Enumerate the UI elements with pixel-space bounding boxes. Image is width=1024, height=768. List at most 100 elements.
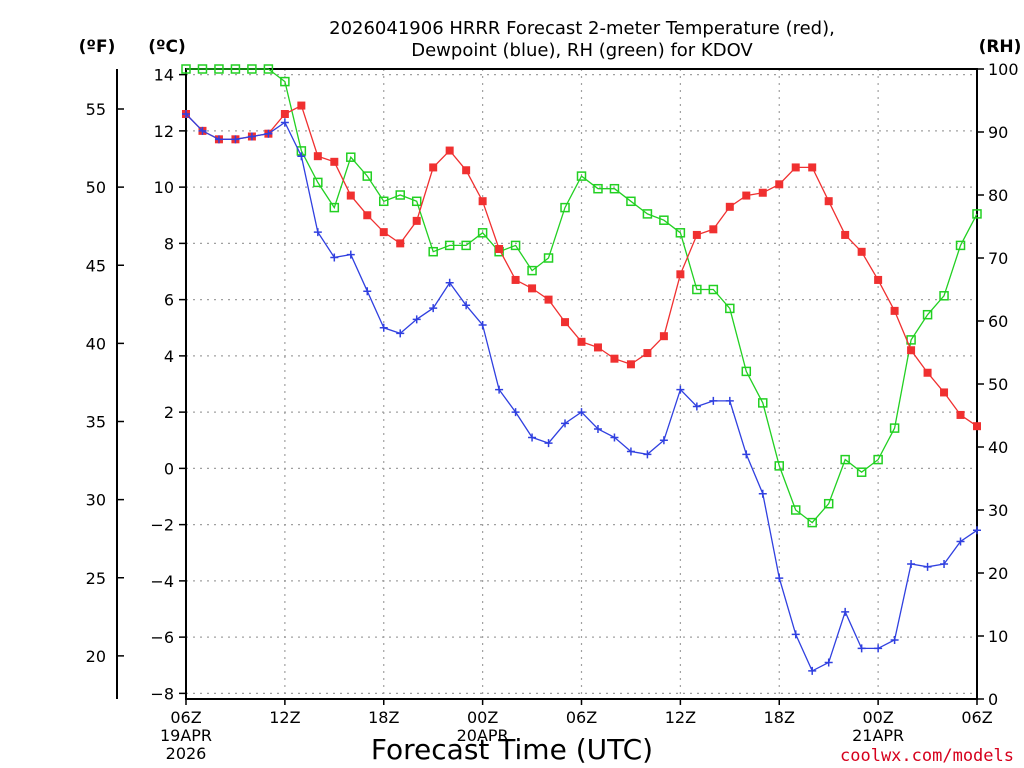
- rh-point: [659, 215, 669, 225]
- dewpoint-point: [824, 658, 833, 667]
- rh-point: [675, 228, 686, 238]
- rh-point: [593, 183, 603, 194]
- x-tick-label: 21APR: [852, 726, 904, 745]
- x-tick-label: 12Z: [269, 708, 300, 727]
- rh-tick-label: 80: [988, 186, 1008, 205]
- temperature-point: [742, 191, 751, 200]
- chart-title-line-1: 2026041906 HRRR Forecast 2-meter Tempera…: [329, 18, 835, 39]
- temperature-point: [511, 275, 520, 284]
- celsius-tick-label: 12: [154, 122, 174, 141]
- rh-point: [790, 505, 801, 515]
- rh-point: [725, 303, 735, 314]
- dewpoint-point: [182, 110, 190, 118]
- rh-series: [181, 64, 982, 528]
- temperature-point: [725, 202, 734, 211]
- rh-point: [461, 240, 471, 251]
- celsius-tick-label: 14: [154, 66, 174, 85]
- rh-point: [642, 209, 653, 219]
- rh-point: [955, 240, 966, 251]
- temperature-point: [412, 216, 421, 225]
- dewpoint-point: [857, 644, 866, 653]
- rh-line: [186, 68, 978, 524]
- rh-unit-label: (RH): [979, 37, 1022, 57]
- temperature-point: [626, 360, 635, 369]
- dewpoint-point: [593, 425, 602, 433]
- temperature-point: [643, 349, 652, 358]
- dewpoint-point: [379, 323, 388, 332]
- rh-point: [444, 240, 455, 251]
- fahrenheit-tick-label: 50: [86, 178, 106, 197]
- x-tick-label: 12Z: [665, 708, 696, 727]
- temperature-point: [610, 354, 619, 363]
- temperature-point: [659, 332, 668, 341]
- rh-tick-label: 90: [988, 123, 1008, 142]
- rh-tick-label: 100: [988, 60, 1019, 79]
- rh-point: [922, 309, 933, 320]
- grid-lines: [186, 69, 977, 699]
- rh-tick-label: 30: [988, 501, 1008, 520]
- temperature-point: [478, 197, 487, 206]
- temperature-point: [890, 306, 899, 315]
- celsius-tick-label: 2: [164, 403, 174, 422]
- dewpoint-point: [692, 402, 701, 411]
- celsius-tick-label: −2: [150, 516, 174, 535]
- rh-point: [214, 64, 224, 74]
- rh-point: [939, 291, 949, 301]
- temperature-point: [692, 230, 701, 239]
- rh-point: [197, 64, 208, 74]
- temperature-point: [709, 225, 718, 234]
- rh-tick-label: 20: [988, 564, 1008, 583]
- rh-point: [181, 64, 191, 74]
- temperature-point: [396, 239, 405, 248]
- dewpoint-point: [561, 419, 570, 428]
- dewpoint-point: [247, 132, 256, 141]
- x-tick-label: 00Z: [862, 708, 893, 727]
- dewpoint-point: [577, 408, 586, 417]
- dewpoint-point: [478, 320, 487, 329]
- x-axis-label: Forecast Time (UTC): [371, 733, 653, 766]
- rh-point: [346, 152, 356, 162]
- temperature-point: [841, 230, 850, 239]
- celsius-tick-label: −8: [150, 684, 174, 703]
- dewpoint-point: [874, 644, 883, 653]
- dewpoint-point: [923, 562, 932, 571]
- rh-point: [510, 240, 521, 251]
- temperature-point: [956, 410, 965, 419]
- temperature-point: [280, 110, 289, 118]
- dewpoint-point: [775, 574, 784, 583]
- celsius-tick-label: 8: [164, 234, 174, 253]
- dewpoint-point: [709, 396, 718, 405]
- rh-point: [692, 284, 702, 295]
- dewpoint-point: [412, 315, 421, 324]
- dewpoint-point: [396, 329, 405, 338]
- rh-tick-label: 10: [988, 627, 1008, 646]
- dewpoint-point: [643, 450, 652, 459]
- dewpoint-point: [462, 301, 471, 310]
- rh-tick-label: 60: [988, 312, 1008, 331]
- dewpoint-point: [742, 450, 751, 459]
- x-tick-label: 18Z: [368, 708, 399, 727]
- x-tick-label: 00Z: [467, 708, 498, 727]
- rh-tick-label: 40: [988, 438, 1008, 457]
- chart-title-line-2: Dewpoint (blue), RH (green) for KDOV: [411, 40, 753, 61]
- fahrenheit-tick-label: 25: [86, 569, 106, 588]
- rh-tick-label: 0: [988, 690, 998, 709]
- temperature-point: [808, 163, 817, 172]
- temperature-point: [544, 295, 553, 304]
- rh-point: [329, 202, 340, 213]
- fahrenheit-tick-label: 40: [86, 334, 106, 353]
- rh-point: [972, 209, 982, 219]
- rh-point: [807, 517, 817, 528]
- temperature-point: [758, 188, 767, 197]
- dewpoint-point: [429, 304, 438, 313]
- temperature-point: [495, 245, 504, 253]
- celsius-tick-label: 0: [164, 459, 174, 478]
- dewpoint-point: [264, 129, 273, 138]
- x-tick-label: 2026: [166, 744, 207, 763]
- temperature-point: [940, 388, 949, 397]
- rh-point: [873, 454, 883, 465]
- temperature-point: [297, 101, 306, 110]
- x-tick-label: 06Z: [961, 708, 992, 727]
- rh-tick-label: 50: [988, 375, 1008, 394]
